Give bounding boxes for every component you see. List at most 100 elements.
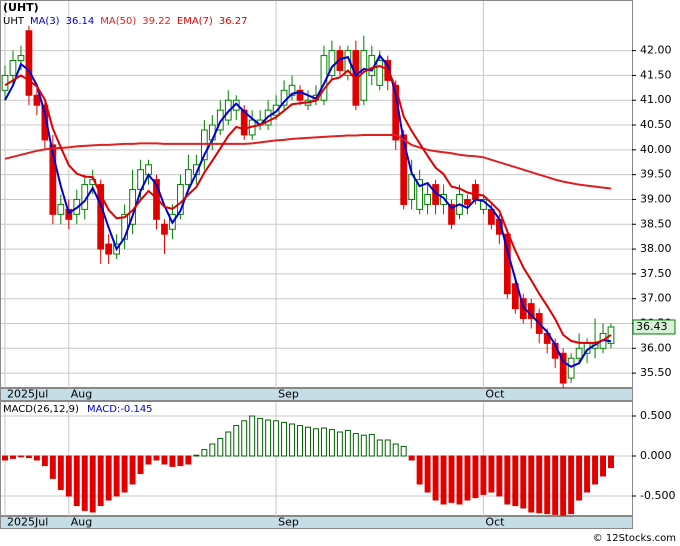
macd-bar <box>89 455 96 513</box>
y-tick-label: 41.00 <box>640 93 672 106</box>
macd-bar <box>161 455 168 465</box>
candle-body <box>416 179 424 210</box>
macd-bar <box>552 455 559 515</box>
y-tick-label: 37.50 <box>640 267 672 280</box>
macd-bar <box>25 455 32 459</box>
y-tick-label: 36.00 <box>640 341 672 354</box>
macd-bar <box>472 455 479 499</box>
legend-entry: MA(3) <box>30 16 60 27</box>
date-label: Sep <box>278 388 299 401</box>
macd-bar <box>464 455 471 501</box>
macd-bar <box>17 455 24 458</box>
macd-bar <box>376 439 383 457</box>
date-label: Aug <box>71 516 92 529</box>
candle-body <box>408 174 416 200</box>
macd-bar <box>209 443 216 457</box>
date-strip <box>0 516 633 529</box>
macd-bar <box>496 455 503 497</box>
candle-body <box>185 169 192 186</box>
macd-bar <box>584 455 591 493</box>
macd-bar <box>352 433 359 457</box>
legend-ticker: UHT <box>3 16 25 27</box>
candle-body <box>288 84 296 96</box>
macd-bar <box>201 449 208 457</box>
macd-bar <box>488 455 495 493</box>
macd-bar <box>528 455 535 513</box>
macd-bar <box>400 445 407 457</box>
macd-bar <box>576 455 583 501</box>
macd-bar <box>424 455 431 493</box>
candle-body <box>49 144 57 215</box>
macd-bar <box>249 415 256 457</box>
macd-bar <box>344 429 351 457</box>
macd-bar <box>320 427 327 457</box>
macd-bar <box>520 455 527 509</box>
indicator-line <box>4 64 612 344</box>
macd-value: -0.145 <box>120 404 152 415</box>
legend-value: 39.22 <box>142 16 171 27</box>
macd-bar <box>336 431 343 457</box>
macd-bar <box>289 423 296 457</box>
legend-entry: MA(50) <box>100 16 136 27</box>
candle-body <box>161 223 168 235</box>
candle-body <box>25 30 33 96</box>
macd-bar <box>608 455 614 469</box>
macd-bar <box>592 455 599 485</box>
macd-bar <box>81 455 88 511</box>
date-label: Oct <box>485 388 505 401</box>
candle-body <box>1 74 9 91</box>
date-strip <box>0 388 633 401</box>
candle-body <box>448 203 455 225</box>
legend-value: 36.27 <box>219 16 248 27</box>
macd-bar <box>225 431 232 457</box>
candle-body <box>9 60 17 76</box>
candle-body <box>41 104 49 141</box>
y-tick-label: 37.00 <box>640 292 672 305</box>
macd-bar <box>105 455 112 501</box>
macd-bar <box>305 426 311 457</box>
macd-bar <box>544 455 551 515</box>
macd-bar <box>297 425 303 457</box>
date-label: 2025Jul <box>7 388 48 401</box>
candle-body <box>240 109 248 136</box>
macd-bar <box>328 429 335 457</box>
macd-bar <box>384 439 391 457</box>
candle-body <box>559 352 567 384</box>
y-tick-label: 40.50 <box>640 118 672 131</box>
candle-body <box>57 203 65 215</box>
candle-body <box>97 184 105 250</box>
macd-bar <box>169 455 176 467</box>
macd-bar <box>368 433 375 457</box>
macd-bar <box>57 455 64 491</box>
candle-body <box>567 357 575 379</box>
macd-bar <box>185 455 192 465</box>
candle-body <box>464 198 471 205</box>
y-tick-label: 38.50 <box>640 217 672 230</box>
candle-body <box>511 283 519 310</box>
macd-bar <box>145 455 152 465</box>
candle-body <box>33 94 41 106</box>
macd-name: MACD(26,12,9) <box>3 404 79 415</box>
macd-bar <box>392 443 399 457</box>
y-tick-label: 39.00 <box>640 192 672 205</box>
macd-bar <box>97 455 104 507</box>
macd-bar <box>233 425 240 457</box>
macd-bar <box>129 455 136 485</box>
macd-bar <box>193 454 200 457</box>
footer: © 12Stocks.com <box>593 533 676 544</box>
macd-bar <box>73 455 80 507</box>
macd-bar <box>512 455 519 507</box>
indicator-line <box>4 134 612 190</box>
macd-bar <box>408 455 415 461</box>
candle-body <box>376 60 384 86</box>
macd-bar <box>177 455 184 467</box>
macd-bar <box>281 421 288 457</box>
legend: UHT MA(3) 36.14 MA(50) 39.22 EMA(7) 36.27 <box>3 16 247 27</box>
macd-bar <box>448 455 455 503</box>
macd-bar <box>121 455 128 493</box>
date-label: Sep <box>278 516 299 529</box>
macd-bar <box>560 455 567 516</box>
y-tick-label: 40.00 <box>640 143 672 156</box>
y-tick-label: 41.50 <box>640 68 672 81</box>
macd-bar <box>257 417 264 457</box>
